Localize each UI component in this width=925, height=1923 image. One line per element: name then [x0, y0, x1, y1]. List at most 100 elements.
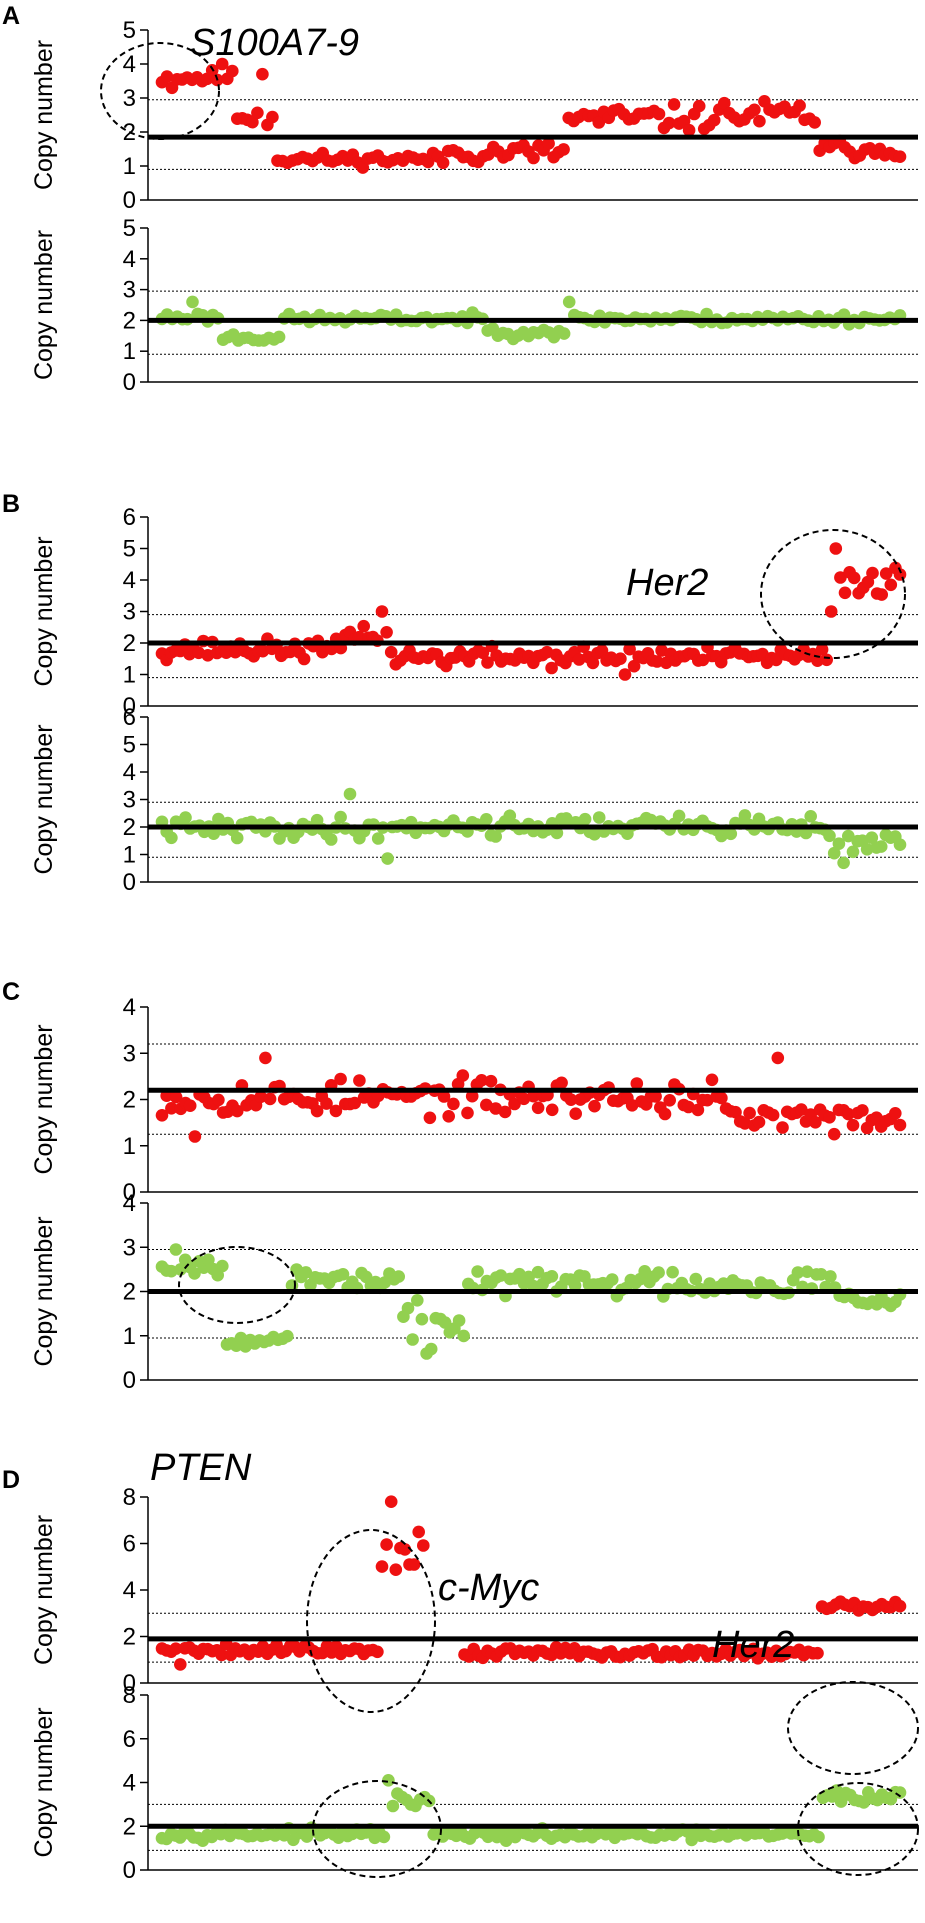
y-tick-label: 5 — [123, 536, 136, 563]
y-tick-label: 2 — [123, 1279, 136, 1306]
data-point — [415, 1312, 429, 1326]
y-tick-label: 4 — [123, 51, 136, 78]
data-point — [481, 656, 494, 669]
data-point — [436, 156, 450, 170]
y-tick-label: 2 — [123, 1087, 136, 1114]
y-tick-label: 0 — [123, 869, 136, 896]
data-point — [893, 1786, 907, 1799]
data-point — [423, 1111, 437, 1125]
y-tick-label: 1 — [123, 153, 136, 180]
y-axis-label: Copy number — [30, 1515, 58, 1665]
data-point — [508, 1097, 521, 1111]
circle-her2-green — [797, 1782, 919, 1876]
data-point — [320, 1097, 333, 1110]
data-point — [842, 829, 855, 843]
data-point — [165, 831, 178, 845]
y-tick-label: 5 — [123, 215, 136, 242]
data-point — [658, 1107, 672, 1121]
plot-d-bottom: Copy number 0 2 4 6 8 — [30, 1682, 918, 1884]
y-tick-label: 1 — [123, 338, 136, 365]
data-point — [266, 110, 279, 124]
data-point — [753, 114, 766, 128]
data-point — [155, 1109, 169, 1122]
circle-cmyc — [306, 1529, 436, 1713]
data-point — [407, 1558, 421, 1571]
data-point — [893, 1118, 907, 1132]
data-point — [743, 1106, 756, 1120]
data-point — [352, 630, 366, 644]
data-point — [207, 827, 220, 840]
data-point — [371, 832, 385, 845]
data-point — [381, 852, 394, 865]
y-tick-label: 5 — [123, 17, 136, 44]
data-point — [377, 1830, 391, 1844]
y-tick-label: 4 — [123, 1190, 136, 1217]
y-tick-label: 0 — [123, 1670, 136, 1697]
y-tick-label: 2 — [123, 1624, 136, 1651]
plot-c-bottom: Copy number 0 1 2 3 4 — [30, 1190, 918, 1394]
data-point — [827, 846, 841, 860]
data-points — [155, 1495, 907, 1671]
data-point — [411, 1294, 424, 1307]
data-point — [824, 1270, 837, 1283]
data-point — [662, 116, 676, 130]
data-point — [281, 1329, 294, 1343]
data-point — [371, 1645, 384, 1659]
data-points — [155, 1243, 907, 1360]
data-point — [357, 619, 371, 633]
data-point — [465, 1089, 479, 1103]
data-point — [476, 646, 490, 660]
data-point — [799, 826, 813, 840]
data-point — [824, 605, 838, 618]
y-tick-label: 0 — [123, 1179, 136, 1206]
data-point — [893, 150, 907, 163]
y-tick-label: 4 — [123, 994, 136, 1021]
data-point — [793, 99, 806, 112]
data-point — [837, 856, 850, 870]
y-tick-label: 4 — [123, 1577, 136, 1604]
data-point — [875, 588, 888, 601]
data-point — [893, 838, 907, 851]
data-point — [188, 1267, 201, 1280]
y-tick-label: 4 — [123, 759, 136, 786]
data-point — [555, 1076, 568, 1090]
data-point — [480, 813, 493, 826]
data-point — [808, 116, 821, 129]
y-tick-label: 3 — [123, 85, 136, 112]
data-point — [592, 811, 606, 824]
data-point — [299, 1266, 313, 1279]
data-point — [230, 831, 244, 845]
data-point — [568, 1279, 582, 1292]
data-point — [545, 661, 558, 675]
data-point — [456, 1069, 470, 1082]
data-point — [752, 1115, 766, 1129]
data-point — [705, 1073, 719, 1087]
data-point — [829, 542, 843, 555]
data-point — [212, 1093, 225, 1107]
data-point — [401, 1301, 415, 1315]
data-point — [215, 1648, 228, 1662]
data-point — [860, 843, 874, 856]
y-axis-label: Copy number — [30, 1707, 58, 1857]
data-point — [707, 113, 721, 127]
data-point — [542, 137, 555, 150]
data-point — [605, 1273, 619, 1286]
y-tick-label: 3 — [123, 787, 136, 814]
data-point — [382, 1774, 395, 1787]
data-point — [874, 840, 888, 853]
y-tick-label: 0 — [123, 369, 136, 396]
data-point — [406, 1333, 419, 1346]
data-point — [297, 652, 311, 666]
data-point — [804, 810, 817, 823]
data-point — [692, 99, 706, 113]
y-tick-label: 0 — [123, 187, 136, 214]
data-point — [375, 1560, 389, 1573]
data-point — [738, 809, 752, 822]
y-tick-label: 5 — [123, 732, 136, 759]
data-point — [592, 116, 606, 129]
data-point — [348, 1096, 362, 1110]
data-point — [663, 1094, 676, 1107]
data-point — [748, 103, 761, 117]
data-point — [823, 1111, 836, 1124]
